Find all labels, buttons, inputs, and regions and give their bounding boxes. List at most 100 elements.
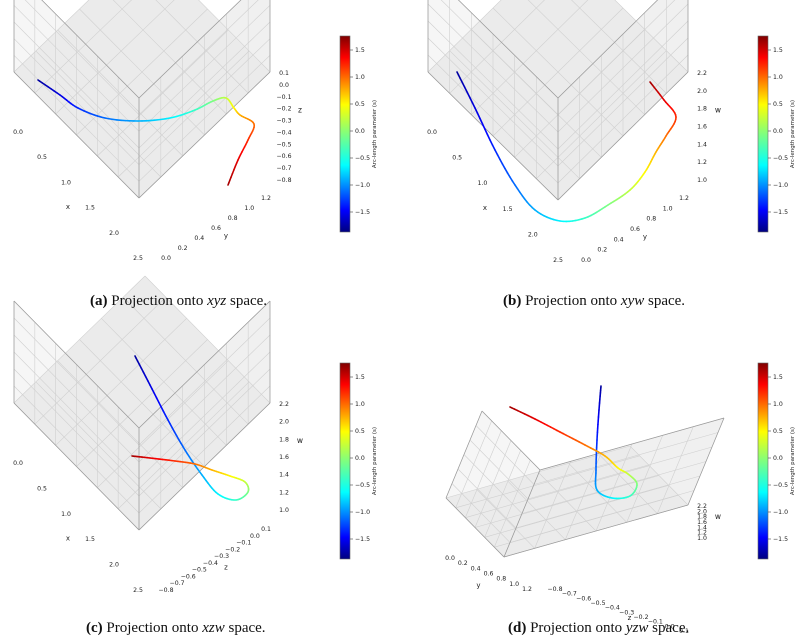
box-edge — [13, 300, 140, 429]
tick-label-y-2: 0.4 — [471, 565, 481, 572]
tick-label-y-3: 0.6 — [211, 225, 221, 232]
curve-segment — [484, 128, 489, 136]
colorbar-tick-label-6: −1.5 — [355, 536, 370, 543]
colorbar-tick-label-3: 0.0 — [355, 455, 365, 462]
colorbar-tick-label-6: −1.5 — [773, 209, 788, 216]
tick-label-z-1: −0.7 — [170, 580, 185, 587]
gridline — [599, 454, 658, 514]
gridline — [155, 0, 249, 94]
box-edge — [557, 0, 659, 99]
gridline — [449, 0, 545, 94]
tick-label-z-6: −0.5 — [276, 141, 291, 148]
caption-b: (b) Projection onto xyw space. — [503, 293, 685, 310]
tick-label-x-4: 2.0 — [109, 562, 119, 569]
tick-label-y-6: 1.2 — [522, 586, 532, 593]
tick-label-w-4: 1.4 — [279, 472, 289, 479]
gridline — [138, 317, 271, 446]
axis-label-x: x — [483, 204, 487, 212]
box-edge — [557, 71, 689, 201]
colorbar-tick-label-5: −1.0 — [773, 509, 788, 516]
axis-label-z: z — [224, 564, 228, 572]
curve-segment — [155, 397, 160, 404]
gridline — [445, 445, 631, 499]
curve-segment — [489, 139, 494, 146]
box-edge — [427, 71, 559, 201]
caption-c: (c) Projection onto xzw space. — [86, 620, 266, 637]
tick-label-x-5: 2.5 — [133, 587, 143, 594]
curve-segment — [158, 401, 162, 408]
floor-plane — [14, 0, 270, 198]
colorbar-b: 1.5 1.0 0.5 0.0 −0.5 −1.0 −1.5 Arc-length param… — [757, 35, 796, 233]
colorbar-label: Arc-length parameter (s) — [790, 100, 796, 168]
colorbar-tick-label-2: 0.5 — [773, 428, 783, 435]
tick-label-w-0: 2.2 — [279, 401, 289, 408]
colorbar-tick-label-1: 1.0 — [355, 401, 365, 408]
curve-segment — [471, 102, 476, 109]
colorbar-tick-label-5: −1.0 — [773, 182, 788, 189]
tick-label-z-1: −0.7 — [562, 591, 577, 598]
tick-label-w-2: 1.8 — [697, 106, 707, 113]
tick-label-z-5: −0.3 — [214, 553, 229, 560]
tick-label-y-2: 0.4 — [614, 236, 624, 243]
box-edges — [427, 0, 689, 201]
colorbar-tick-label-0: 1.5 — [773, 47, 783, 54]
tick-label-z-8: −0.7 — [276, 165, 291, 172]
tick-label-w-6: 1.0 — [697, 177, 707, 184]
gridline — [629, 445, 689, 506]
curve-segment — [476, 112, 481, 120]
caption-a: (a) Projection onto xyz space. — [90, 293, 267, 310]
tick-label-y-5: 1.0 — [244, 205, 254, 212]
box-edge — [41, 0, 140, 99]
tick-label-z-7: −0.1 — [648, 619, 663, 626]
colorbar-bar — [339, 362, 351, 560]
caption-b-text: Projection onto — [525, 293, 618, 309]
tick-label-z-9: 0.1 — [261, 526, 271, 533]
colorbar-bar — [339, 35, 351, 233]
colorbar-tick-label-2: 0.5 — [355, 428, 365, 435]
tick-label-w-1: 2.0 — [697, 508, 707, 515]
tick-label-z-3: −0.5 — [192, 567, 207, 574]
tick-label-y-1: 0.2 — [178, 245, 188, 252]
tick-label-w-5: 1.2 — [697, 530, 707, 537]
curve-a — [37, 79, 256, 186]
tick-label-x-1: 0.5 — [37, 485, 47, 492]
curve-segment — [501, 163, 506, 170]
tick-label-z-9: 0.1 — [679, 628, 689, 635]
axis-label-w: w — [297, 436, 303, 445]
caption-c-text: Projection onto — [106, 620, 199, 636]
colorbar-a: 1.5 1.0 0.5 0.0 −0.5 −1.0 −1.5 Arc-length param… — [339, 35, 378, 233]
colorbar-tick-label-4: −0.5 — [355, 482, 370, 489]
curve-segment — [151, 388, 156, 395]
tick-label-z-3: −0.2 — [276, 106, 291, 113]
colorbar-tick-label-2: 0.5 — [773, 101, 783, 108]
axis-label-z: z — [298, 105, 302, 114]
tick-label-x-3: 1.5 — [85, 205, 95, 212]
axis-label-y: y — [643, 233, 647, 241]
axis-label-w: w — [715, 512, 721, 521]
box-edge — [13, 71, 140, 199]
gridline — [144, 275, 271, 404]
colorbar-tick-label-1: 1.0 — [773, 401, 783, 408]
tick-label-y-3: 0.6 — [630, 226, 640, 233]
caption-b-label: (b) — [503, 293, 522, 309]
colorbar-tick-label-2: 0.5 — [355, 101, 365, 108]
tick-label-y-6: 1.2 — [679, 195, 689, 202]
colorbar-tick-label-1: 1.0 — [773, 74, 783, 81]
box-edge — [13, 402, 140, 531]
tick-label-y-0: 0.0 — [581, 257, 591, 264]
colorbar-tick-label-5: −1.0 — [355, 182, 370, 189]
gridline — [475, 425, 535, 485]
gridline — [24, 0, 140, 115]
curve-segment — [227, 182, 230, 186]
tick-label-y-4: 0.8 — [646, 216, 656, 223]
tick-label-w-5: 1.2 — [279, 489, 289, 496]
curve-segment — [486, 133, 491, 141]
colorbar-label: Arc-length parameter (s) — [372, 427, 378, 495]
box-edge — [687, 417, 725, 506]
tick-label-z-0: −0.8 — [547, 586, 562, 593]
tick-label-x-4: 2.0 — [528, 231, 538, 238]
tick-label-w-2: 1.8 — [279, 436, 289, 443]
tick-label-x-4: 2.0 — [109, 230, 119, 237]
tick-label-w-1: 2.0 — [279, 419, 289, 426]
tick-label-x-3: 1.5 — [85, 536, 95, 543]
